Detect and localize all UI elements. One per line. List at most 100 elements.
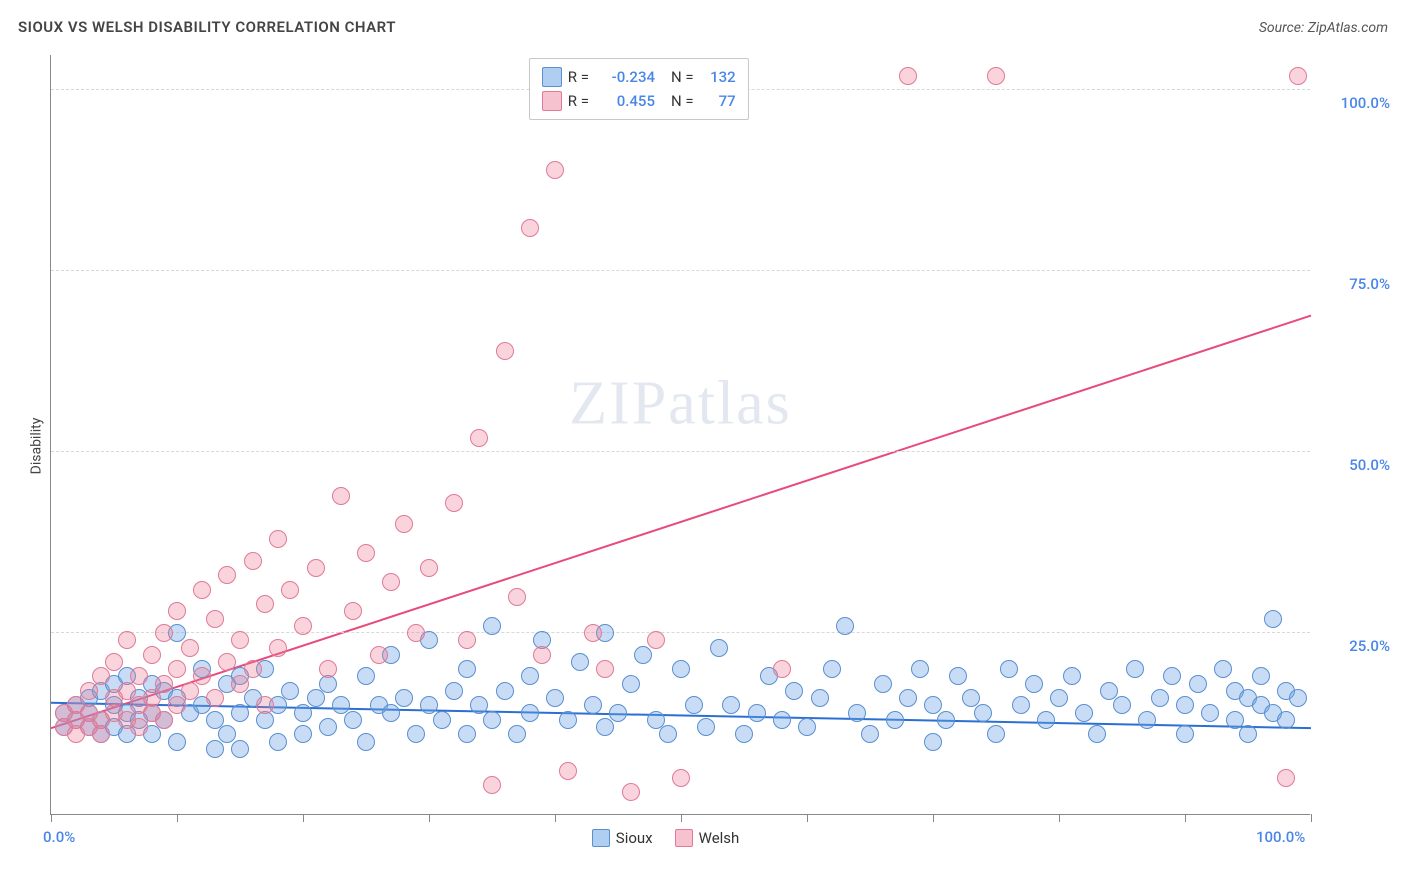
- scatter-point: [143, 646, 161, 664]
- scatter-point: [672, 660, 690, 678]
- scatter-point: [1201, 704, 1219, 722]
- legend-r-label: R =: [568, 65, 589, 89]
- chart-source: Source: ZipAtlas.com: [1259, 20, 1388, 36]
- scatter-point: [231, 675, 249, 693]
- scatter-point: [269, 733, 287, 751]
- scatter-point: [269, 530, 287, 548]
- scatter-point: [118, 631, 136, 649]
- stats-legend-row: R =0.455N =77: [542, 89, 736, 113]
- scatter-point: [659, 725, 677, 743]
- legend-r-value: -0.234: [595, 65, 655, 89]
- scatter-point: [307, 559, 325, 577]
- legend-item: Sioux: [592, 829, 653, 847]
- scatter-point: [1289, 67, 1307, 85]
- scatter-point: [218, 653, 236, 671]
- series-legend: SiouxWelsh: [592, 829, 740, 847]
- scatter-point: [1214, 660, 1232, 678]
- scatter-point: [596, 660, 614, 678]
- scatter-point: [798, 718, 816, 736]
- scatter-point: [1037, 711, 1055, 729]
- scatter-point: [911, 660, 929, 678]
- scatter-point: [1000, 660, 1018, 678]
- scatter-point: [533, 646, 551, 664]
- scatter-point: [1163, 667, 1181, 685]
- scatter-point: [949, 667, 967, 685]
- scatter-point: [231, 740, 249, 758]
- scatter-point: [218, 566, 236, 584]
- scatter-point: [168, 602, 186, 620]
- scatter-point: [1277, 711, 1295, 729]
- scatter-point: [584, 624, 602, 642]
- scatter-point: [1189, 675, 1207, 693]
- legend-swatch: [542, 91, 562, 111]
- legend-n-label: N =: [671, 65, 694, 89]
- scatter-point: [269, 639, 287, 657]
- scatter-point: [80, 682, 98, 700]
- scatter-point: [344, 602, 362, 620]
- scatter-point: [811, 689, 829, 707]
- scatter-point: [622, 675, 640, 693]
- x-tick-mark: [1059, 814, 1060, 822]
- legend-r-label: R =: [568, 89, 589, 113]
- scatter-point: [458, 660, 476, 678]
- scatter-point: [1289, 689, 1307, 707]
- scatter-point: [231, 631, 249, 649]
- scatter-point: [836, 617, 854, 635]
- scatter-point: [470, 429, 488, 447]
- x-tick-mark: [933, 814, 934, 822]
- scatter-point: [407, 725, 425, 743]
- scatter-point: [206, 740, 224, 758]
- scatter-point: [294, 704, 312, 722]
- legend-swatch: [675, 829, 693, 847]
- scatter-point: [105, 653, 123, 671]
- gridline-horizontal: [51, 451, 1310, 452]
- scatter-point: [168, 733, 186, 751]
- scatter-point: [584, 696, 602, 714]
- scatter-point: [1176, 725, 1194, 743]
- y-tick-label: 100.0%: [1320, 94, 1390, 112]
- scatter-point: [395, 515, 413, 533]
- scatter-point: [773, 660, 791, 678]
- scatter-point: [886, 711, 904, 729]
- scatter-point: [395, 689, 413, 707]
- scatter-point: [785, 682, 803, 700]
- scatter-point: [256, 595, 274, 613]
- scatter-point: [155, 675, 173, 693]
- scatter-point: [496, 342, 514, 360]
- stats-legend-row: R =-0.234N =132: [542, 65, 736, 89]
- x-tick-mark: [303, 814, 304, 822]
- scatter-point: [496, 682, 514, 700]
- scatter-point: [370, 646, 388, 664]
- scatter-point: [823, 660, 841, 678]
- scatter-point: [244, 660, 262, 678]
- scatter-point: [874, 675, 892, 693]
- scatter-point: [1252, 667, 1270, 685]
- scatter-point: [281, 682, 299, 700]
- scatter-point: [193, 581, 211, 599]
- scatter-point: [1113, 696, 1131, 714]
- scatter-point: [445, 682, 463, 700]
- scatter-point: [722, 696, 740, 714]
- scatter-point: [483, 776, 501, 794]
- scatter-point: [407, 624, 425, 642]
- scatter-point: [155, 711, 173, 729]
- scatter-point: [987, 725, 1005, 743]
- scatter-point: [622, 783, 640, 801]
- scatter-point: [92, 667, 110, 685]
- scatter-point: [458, 725, 476, 743]
- scatter-point: [848, 704, 866, 722]
- x-tick-mark: [1185, 814, 1186, 822]
- legend-n-value: 77: [700, 89, 736, 113]
- chart-title: SIOUX VS WELSH DISABILITY CORRELATION CH…: [18, 18, 396, 36]
- scatter-point: [193, 667, 211, 685]
- scatter-point: [294, 617, 312, 635]
- scatter-point: [332, 487, 350, 505]
- x-tick-label: 100.0%: [1256, 828, 1305, 846]
- scatter-point: [609, 704, 627, 722]
- scatter-point: [1264, 610, 1282, 628]
- x-tick-mark: [555, 814, 556, 822]
- scatter-point: [521, 219, 539, 237]
- scatter-plot-area: ZIPatlas 25.0%50.0%75.0%100.0%0.0%100.0%: [50, 55, 1310, 815]
- scatter-point: [735, 725, 753, 743]
- scatter-point: [420, 559, 438, 577]
